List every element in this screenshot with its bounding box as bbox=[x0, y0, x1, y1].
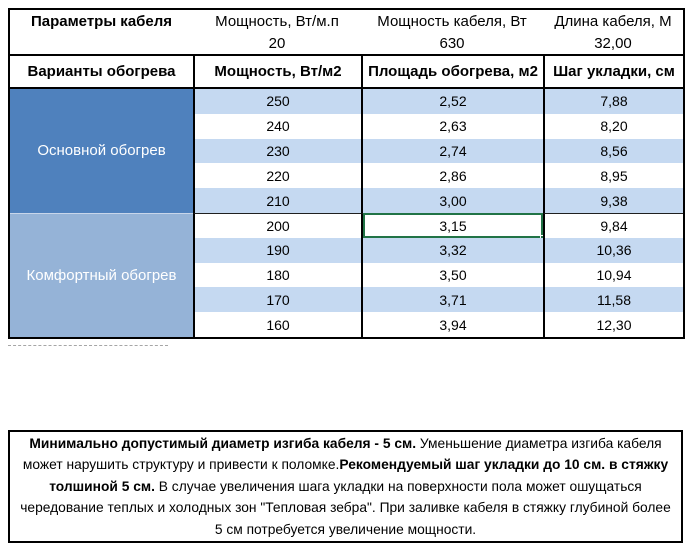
selected-cell[interactable]: 3,15 bbox=[361, 212, 546, 241]
data-cell[interactable]: 3,50 bbox=[361, 262, 543, 288]
data-cell[interactable]: 8,56 bbox=[543, 138, 683, 164]
col-label-power-per-m[interactable]: Мощность, Вт/м.п bbox=[215, 12, 339, 30]
data-cell[interactable]: 9,84 bbox=[543, 212, 683, 238]
data-cell[interactable]: 10,36 bbox=[543, 237, 683, 263]
data-cell[interactable]: 12,30 bbox=[543, 312, 683, 337]
data-cell[interactable]: 3,94 bbox=[361, 312, 543, 337]
data-cell[interactable]: 3,00 bbox=[361, 188, 543, 213]
data-cell[interactable]: 2,74 bbox=[361, 138, 543, 164]
data-cell[interactable]: 160 bbox=[193, 312, 361, 337]
page-break-indicator bbox=[8, 345, 168, 346]
empty-cell[interactable] bbox=[10, 32, 193, 54]
note-bold-1: Минимально допустимый диаметр изгиба каб… bbox=[29, 435, 417, 451]
value-power-per-m[interactable]: 20 bbox=[268, 34, 286, 52]
group-label-main-heating[interactable]: Основной обогрев bbox=[10, 89, 193, 213]
data-cell[interactable]: 190 bbox=[193, 237, 361, 263]
data-cell[interactable]: 170 bbox=[193, 287, 361, 313]
data-cell[interactable]: 220 bbox=[193, 163, 361, 189]
data-cell[interactable]: 8,20 bbox=[543, 113, 683, 139]
value-cable-length[interactable]: 32,00 bbox=[594, 34, 632, 52]
data-cell[interactable]: 9,38 bbox=[543, 188, 683, 213]
data-cell[interactable]: 180 bbox=[193, 262, 361, 288]
value-cable-power[interactable]: 630 bbox=[439, 34, 465, 52]
data-cell[interactable]: 200 bbox=[193, 212, 361, 238]
data-cell[interactable]: 210 bbox=[193, 188, 361, 213]
note-regular-2: В случае увеличения шага укладки на пове… bbox=[20, 478, 671, 537]
data-cell[interactable]: 240 bbox=[193, 113, 361, 139]
data-cell[interactable]: 3,71 bbox=[361, 287, 543, 313]
header-heating-variants[interactable]: Варианты обогрева bbox=[10, 54, 193, 89]
header-laying-step[interactable]: Шаг укладки, см bbox=[543, 54, 683, 89]
header-power-per-m2[interactable]: Мощность, Вт/м2 bbox=[193, 54, 361, 89]
note-regular-1: Уменьшение диаметра изгиба кабеля может … bbox=[22, 435, 662, 473]
note-text: Минимально допустимый диаметр изгиба каб… bbox=[20, 433, 671, 541]
data-cell[interactable]: 8,95 bbox=[543, 163, 683, 189]
col-label-cable-length[interactable]: Длина кабеля, М bbox=[554, 12, 672, 30]
data-cell[interactable]: 2,52 bbox=[361, 89, 543, 114]
note-box: Минимально допустимый диаметр изгиба каб… bbox=[8, 430, 683, 543]
data-cell[interactable]: 2,63 bbox=[361, 113, 543, 139]
col-label-cable-power[interactable]: Мощность кабеля, Вт bbox=[377, 12, 527, 30]
data-cell[interactable]: 10,94 bbox=[543, 262, 683, 288]
data-cell[interactable]: 2,86 bbox=[361, 163, 543, 189]
data-cell[interactable]: 230 bbox=[193, 138, 361, 164]
header-heating-area[interactable]: Площадь обогрева, м2 bbox=[361, 54, 543, 89]
note-bold-2: Рекомендуемый шаг укладки до 10 см. в ст… bbox=[49, 457, 669, 494]
data-cell[interactable]: 250 bbox=[193, 89, 361, 114]
data-cell[interactable]: 11,58 bbox=[543, 287, 683, 313]
data-cell[interactable]: 3,32 bbox=[361, 237, 543, 263]
cable-heating-table: Параметры кабеля Мощность, Вт/м.п Мощнос… bbox=[8, 8, 685, 339]
cable-params-title[interactable]: Параметры кабеля bbox=[30, 12, 173, 30]
selected-cell-value: 3,15 bbox=[439, 217, 467, 234]
data-cell[interactable]: 7,88 bbox=[543, 89, 683, 114]
group-label-comfort-heating[interactable]: Комфортный обогрев bbox=[10, 212, 193, 337]
